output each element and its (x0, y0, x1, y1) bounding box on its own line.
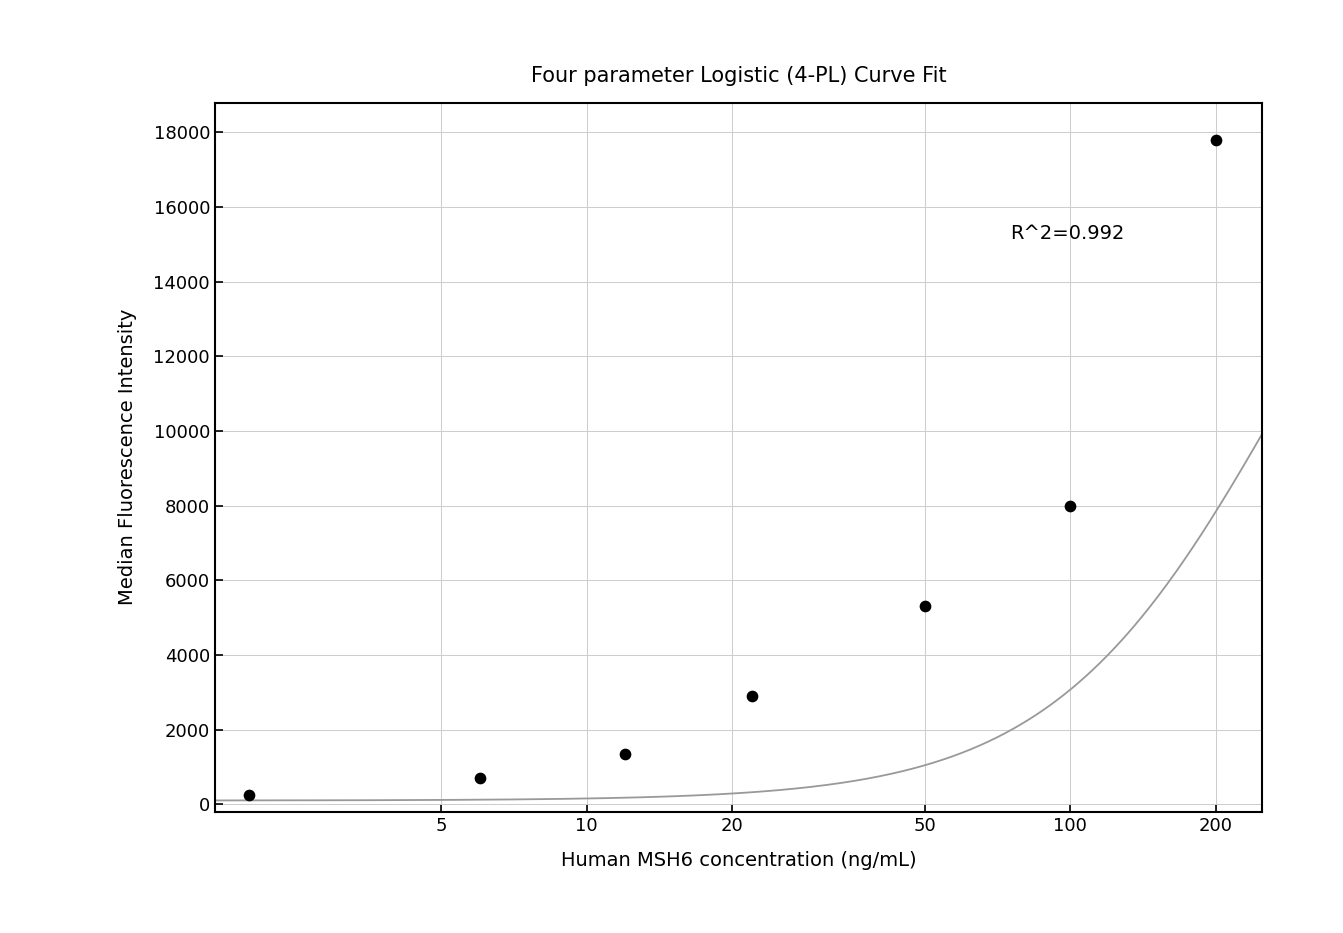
Text: R^2=0.992: R^2=0.992 (1010, 224, 1124, 243)
Point (469, 771, 490, 786)
Point (614, 746, 635, 761)
Y-axis label: Median Fluorescence Intensity: Median Fluorescence Intensity (118, 309, 137, 606)
Title: Four parameter Logistic (4-PL) Curve Fit: Four parameter Logistic (4-PL) Curve Fit (530, 66, 947, 86)
Point (913, 599, 935, 614)
X-axis label: Human MSH6 concentration (ng/mL): Human MSH6 concentration (ng/mL) (561, 851, 916, 870)
Point (238, 787, 259, 802)
Point (741, 689, 763, 703)
Point (1205, 132, 1226, 147)
Point (1060, 498, 1081, 513)
